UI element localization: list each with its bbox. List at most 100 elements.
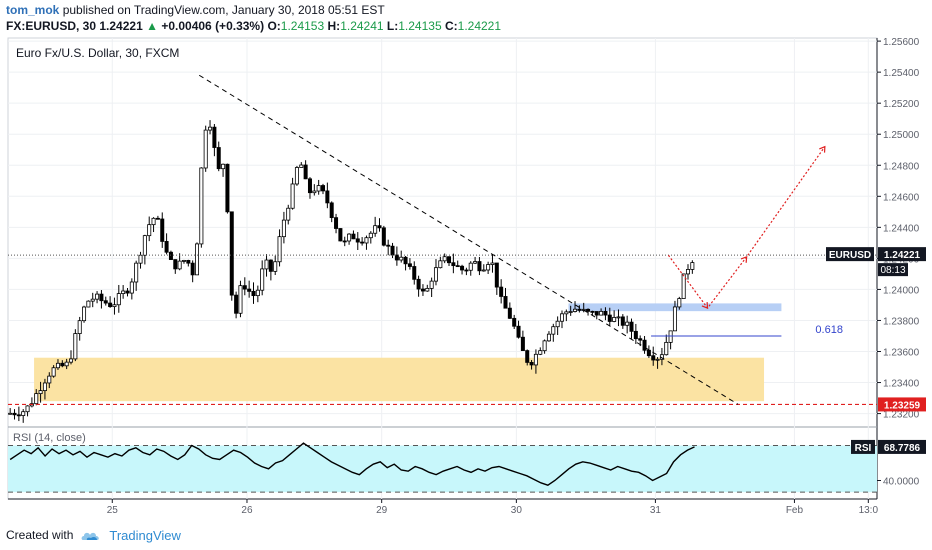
- candle-body: [664, 341, 669, 356]
- candle-body: [82, 306, 87, 322]
- candle-body: [203, 129, 208, 169]
- candle-body: [177, 260, 182, 270]
- candle-body: [264, 259, 269, 270]
- candle-body: [355, 238, 360, 243]
- candle-body: [525, 350, 530, 363]
- candle-body: [229, 211, 234, 296]
- candle-body: [268, 259, 273, 272]
- candle-body: [294, 167, 299, 185]
- time-tick-label: 13:0: [859, 505, 879, 516]
- forecast-arrowhead-mid: [740, 255, 748, 263]
- price-tick-label: 1.24800: [883, 161, 920, 172]
- candle-body: [503, 296, 508, 309]
- rsi-line: [9, 442, 695, 486]
- symbol-label: FX:EURUSD, 30: [6, 19, 97, 33]
- candle-body: [342, 240, 347, 243]
- downtrend-line: [198, 74, 739, 405]
- change-arrow-icon: ▲: [146, 19, 158, 33]
- candle-body: [429, 280, 434, 289]
- candle-body: [112, 304, 117, 308]
- candle-body: [142, 235, 147, 256]
- candle-body: [573, 308, 578, 312]
- candle-body: [542, 340, 547, 352]
- tradingview-brand: TradingView: [109, 527, 181, 543]
- candle-body: [407, 263, 412, 267]
- candle-body: [616, 316, 621, 319]
- candle-body: [38, 390, 43, 395]
- candle-body: [134, 262, 139, 283]
- last-price-tag-bg: [878, 247, 926, 262]
- rsi-tag-bg: [851, 439, 875, 454]
- candle-body: [494, 262, 499, 288]
- forecast-path: [667, 146, 826, 310]
- time-tick-label: 25: [107, 505, 119, 516]
- candle-body: [546, 333, 551, 342]
- chart-title: Euro Fx/U.S. Dollar, 30, FXCM: [16, 46, 179, 60]
- time-tick-label: 31: [650, 505, 662, 516]
- candle-body: [125, 290, 130, 294]
- ohlc-line: FX:EURUSD, 30 1.24221 ▲ +0.00406 (+0.33%…: [6, 18, 926, 34]
- candle-body: [86, 300, 91, 308]
- candle-body: [208, 126, 213, 131]
- candle-body: [433, 267, 438, 282]
- candle-body: [95, 293, 100, 300]
- price-tick-label: 1.25400: [883, 68, 920, 79]
- candle-body: [590, 310, 595, 313]
- candle-body: [260, 268, 265, 291]
- candle-body: [360, 241, 365, 244]
- close-value: 1.24221: [457, 19, 502, 33]
- axes: 1.25600 1.25400 1.25200 1.25000 1.24800 1.246…: [107, 37, 926, 516]
- forecast-arrowhead-down: [701, 302, 709, 309]
- candle-body: [603, 310, 608, 316]
- candle-body: [620, 316, 625, 326]
- candle-body: [316, 185, 321, 192]
- candle-body: [12, 412, 17, 416]
- candle-body: [651, 355, 656, 361]
- open-label: O:: [267, 19, 281, 33]
- author-name[interactable]: tom_mok: [6, 3, 60, 17]
- candle-body: [386, 244, 391, 247]
- candle-body: [73, 333, 78, 360]
- candle-body: [394, 254, 399, 261]
- candle-body: [655, 358, 660, 361]
- candle-body: [281, 219, 286, 238]
- candle-body: [64, 361, 69, 367]
- candle-body: [160, 218, 165, 242]
- candle-body: [129, 281, 134, 294]
- candle-body: [25, 405, 30, 413]
- rsi-value-tag-bg: [878, 439, 926, 454]
- candle-body: [186, 259, 191, 264]
- candle-body: [559, 313, 564, 322]
- candle-body: [477, 261, 482, 272]
- time-tick-label: 29: [376, 505, 388, 516]
- candle-body: [8, 412, 13, 415]
- candle-body: [599, 310, 604, 316]
- candle-body: [164, 241, 169, 253]
- candle-body: [173, 259, 178, 270]
- price-tick-label: 1.25200: [883, 99, 920, 110]
- footer: Created with TradingView: [6, 526, 181, 544]
- candle-body: [234, 294, 239, 314]
- price-tick-label: 1.23600: [883, 348, 920, 359]
- candle-body: [151, 217, 156, 226]
- candle-body: [607, 314, 612, 322]
- candle-body: [551, 326, 556, 335]
- time-tick-label: 26: [241, 505, 253, 516]
- chart-frame: [7, 37, 878, 500]
- fib-label: 0.618: [815, 324, 843, 336]
- candle-body: [473, 261, 478, 264]
- candle-body: [451, 262, 456, 267]
- candle-body: [499, 286, 504, 297]
- candle-body: [520, 336, 525, 351]
- rsi-title: RSI (14, close): [13, 432, 86, 444]
- candle-body: [399, 256, 404, 261]
- candle-body: [455, 265, 460, 268]
- candle-body: [633, 330, 638, 340]
- candle-body: [681, 273, 686, 299]
- candle-body: [390, 245, 395, 256]
- candle-body: [481, 269, 486, 272]
- candle-body: [490, 262, 495, 265]
- tradingview-logo[interactable]: TradingView: [81, 528, 181, 543]
- candle-body: [212, 126, 217, 148]
